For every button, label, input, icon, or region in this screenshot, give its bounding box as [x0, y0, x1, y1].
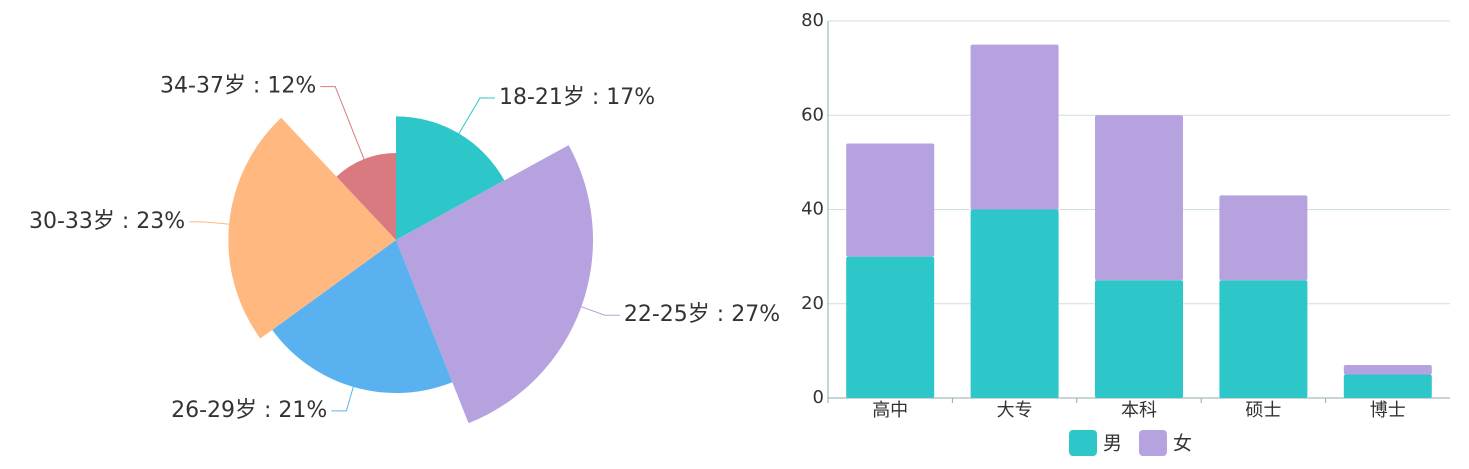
label-line — [189, 221, 240, 226]
bar — [1095, 280, 1183, 398]
rose-slice — [272, 240, 453, 393]
x-tick-label: 本科 — [1121, 400, 1157, 421]
legend-label: 女 — [1173, 433, 1192, 455]
label-line — [571, 302, 620, 316]
x-tick-label: 大专 — [997, 400, 1033, 421]
label-line — [453, 97, 495, 143]
y-tick-label: 20 — [801, 293, 824, 314]
bar — [1343, 365, 1432, 375]
slice-label: 30-33岁 : 23% — [29, 209, 185, 234]
bar — [970, 209, 1059, 398]
legend-swatch — [1139, 430, 1167, 456]
rose-slice — [228, 117, 396, 339]
bar — [1219, 280, 1308, 398]
bar — [1219, 195, 1308, 281]
rose-slice — [396, 145, 594, 424]
y-tick-label: 0 — [813, 387, 824, 408]
y-tick-label: 60 — [801, 104, 824, 125]
bar — [846, 256, 935, 398]
rose-slice — [336, 153, 396, 240]
bar — [1095, 115, 1183, 281]
bar — [846, 143, 935, 257]
slice-label: 34-37岁 : 12% — [160, 74, 316, 99]
rose-slice — [396, 116, 505, 240]
x-tick-label: 硕士 — [1245, 400, 1281, 421]
label-line — [320, 86, 369, 169]
label-line — [331, 377, 357, 412]
slice-label: 22-25岁 : 27% — [624, 302, 780, 327]
legend-swatch — [1069, 430, 1097, 456]
x-tick-label: 博士 — [1370, 400, 1406, 421]
slice-label: 26-29岁 : 21% — [171, 398, 327, 423]
y-tick-label: 80 — [801, 10, 824, 31]
slice-label: 18-21岁 : 17% — [499, 85, 655, 110]
bar — [1343, 374, 1432, 398]
bar — [970, 44, 1059, 210]
y-tick-label: 40 — [801, 199, 824, 220]
legend-label: 男 — [1103, 433, 1122, 455]
x-tick-label: 高中 — [872, 400, 908, 421]
